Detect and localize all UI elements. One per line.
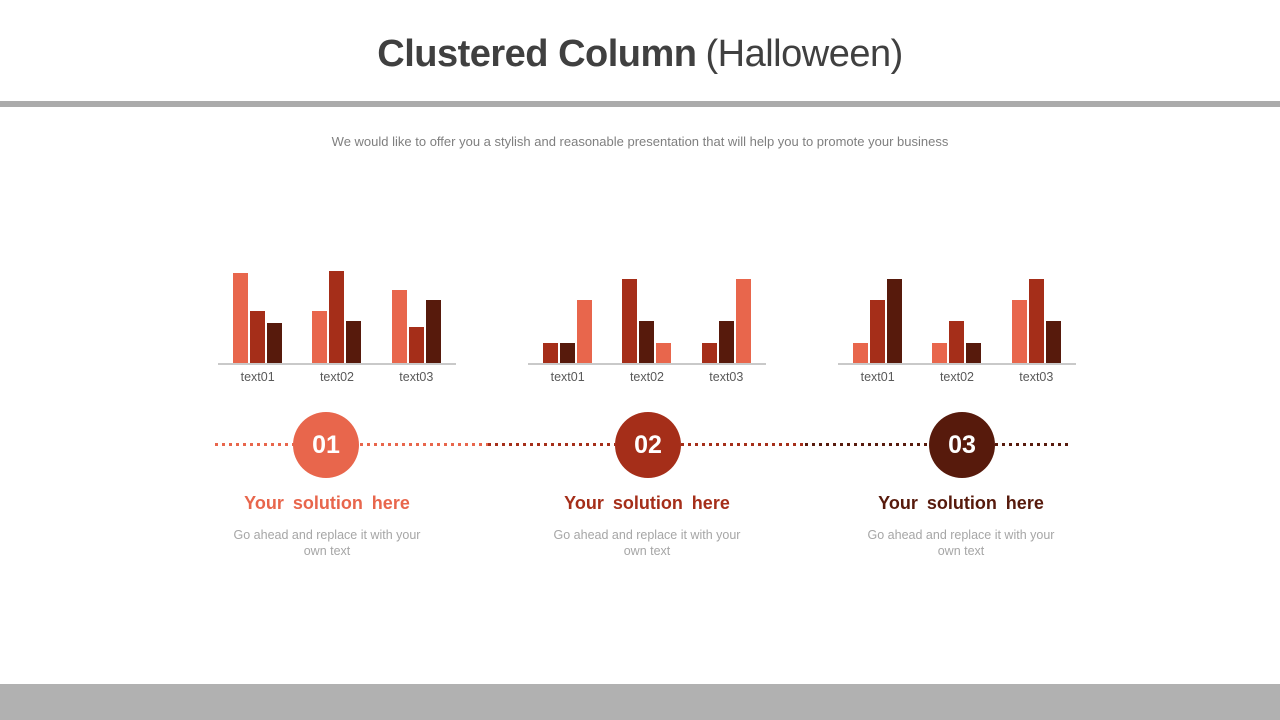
step-circle-01: 01 xyxy=(293,412,359,478)
series-maroon-bar xyxy=(267,323,283,363)
page-title-regular: (Halloween) xyxy=(705,33,904,75)
page-title-bold: Clustered Column xyxy=(377,33,697,75)
series-maroon-bar xyxy=(966,343,982,363)
slide-subtitle: We would like to offer you a stylish and… xyxy=(331,134,949,149)
step-heading-3: Your solution here xyxy=(878,493,1044,513)
x-axis-labels: text01 text02 text03 xyxy=(528,370,766,384)
dotted-line-segment xyxy=(488,443,615,446)
step-body-3: Go ahead and replace it with your own te… xyxy=(867,528,1055,558)
series-salmon-bar xyxy=(853,343,869,363)
bar-group-text01 xyxy=(528,268,607,363)
series-salmon-bar xyxy=(312,311,328,363)
bar-group-text02 xyxy=(917,268,996,363)
step-body-2: Go ahead and replace it with your own te… xyxy=(553,528,741,558)
step-number: 01 xyxy=(312,430,340,459)
header-divider xyxy=(0,101,1280,107)
series-maroon-bar xyxy=(639,321,655,363)
footer-bar xyxy=(0,684,1280,720)
category-label: text03 xyxy=(1019,370,1054,384)
x-axis-labels: text01 text02 text03 xyxy=(838,370,1076,384)
category-label: text03 xyxy=(399,370,434,384)
step-number: 03 xyxy=(948,430,976,459)
category-label: text02 xyxy=(319,370,355,384)
series-brick-bar xyxy=(543,343,559,363)
series-brick-bar xyxy=(329,271,345,363)
step-body-1: Go ahead and replace it with your own te… xyxy=(233,528,421,558)
dotted-line-segment xyxy=(805,443,929,446)
series-salmon-bar xyxy=(577,300,593,363)
clustered-column-chart-3: text01 text02 text03 xyxy=(838,268,1076,384)
series-salmon-bar xyxy=(932,343,948,363)
series-maroon-bar xyxy=(560,343,576,363)
category-label: text01 xyxy=(860,370,895,384)
x-axis-line xyxy=(838,363,1076,365)
series-brick-bar xyxy=(701,343,717,363)
series-brick-bar xyxy=(250,311,266,363)
series-maroon-bar xyxy=(346,321,362,363)
series-maroon-bar xyxy=(718,321,734,363)
x-axis-labels: text01 text02 text03 xyxy=(218,370,456,384)
chart-plot-area xyxy=(838,268,1076,363)
series-salmon-bar xyxy=(735,279,751,363)
series-salmon-bar xyxy=(1011,300,1027,363)
series-brick-bar xyxy=(870,300,886,363)
dotted-line-segment xyxy=(995,443,1068,446)
series-salmon-bar xyxy=(233,273,249,363)
x-axis-line xyxy=(528,363,766,365)
bar-group-text01 xyxy=(838,268,917,363)
series-maroon-bar xyxy=(1045,321,1061,363)
category-label: text02 xyxy=(939,370,975,384)
dotted-line-segment xyxy=(681,443,805,446)
series-salmon-bar xyxy=(656,343,672,363)
page-title: Clustered Column (Halloween) xyxy=(0,33,1280,76)
category-label: text01 xyxy=(240,370,275,384)
category-label: text02 xyxy=(629,370,665,384)
step-heading-1: Your solution here xyxy=(244,493,410,513)
dotted-line-segment xyxy=(215,443,295,446)
bar-group-text03 xyxy=(687,268,766,363)
chart-plot-area xyxy=(218,268,456,363)
series-brick-bar xyxy=(622,279,638,363)
series-maroon-bar xyxy=(887,279,903,363)
bar-group-text03 xyxy=(997,268,1076,363)
series-salmon-bar xyxy=(391,290,407,363)
bar-group-text02 xyxy=(297,268,376,363)
clustered-column-chart-1: text01 text02 text03 xyxy=(218,268,456,384)
series-brick-bar xyxy=(949,321,965,363)
chart-plot-area xyxy=(528,268,766,363)
category-label: text01 xyxy=(550,370,585,384)
step-number: 02 xyxy=(634,430,662,459)
clustered-column-chart-2: text01 text02 text03 xyxy=(528,268,766,384)
series-maroon-bar xyxy=(425,300,441,363)
series-brick-bar xyxy=(1028,279,1044,363)
category-label: text03 xyxy=(709,370,744,384)
series-brick-bar xyxy=(408,327,424,363)
bar-group-text02 xyxy=(607,268,686,363)
step-circle-02: 02 xyxy=(615,412,681,478)
x-axis-line xyxy=(218,363,456,365)
step-circle-03: 03 xyxy=(929,412,995,478)
bar-group-text03 xyxy=(377,268,456,363)
step-heading-2: Your solution here xyxy=(564,493,730,513)
dotted-line-segment xyxy=(360,443,488,446)
bar-group-text01 xyxy=(218,268,297,363)
